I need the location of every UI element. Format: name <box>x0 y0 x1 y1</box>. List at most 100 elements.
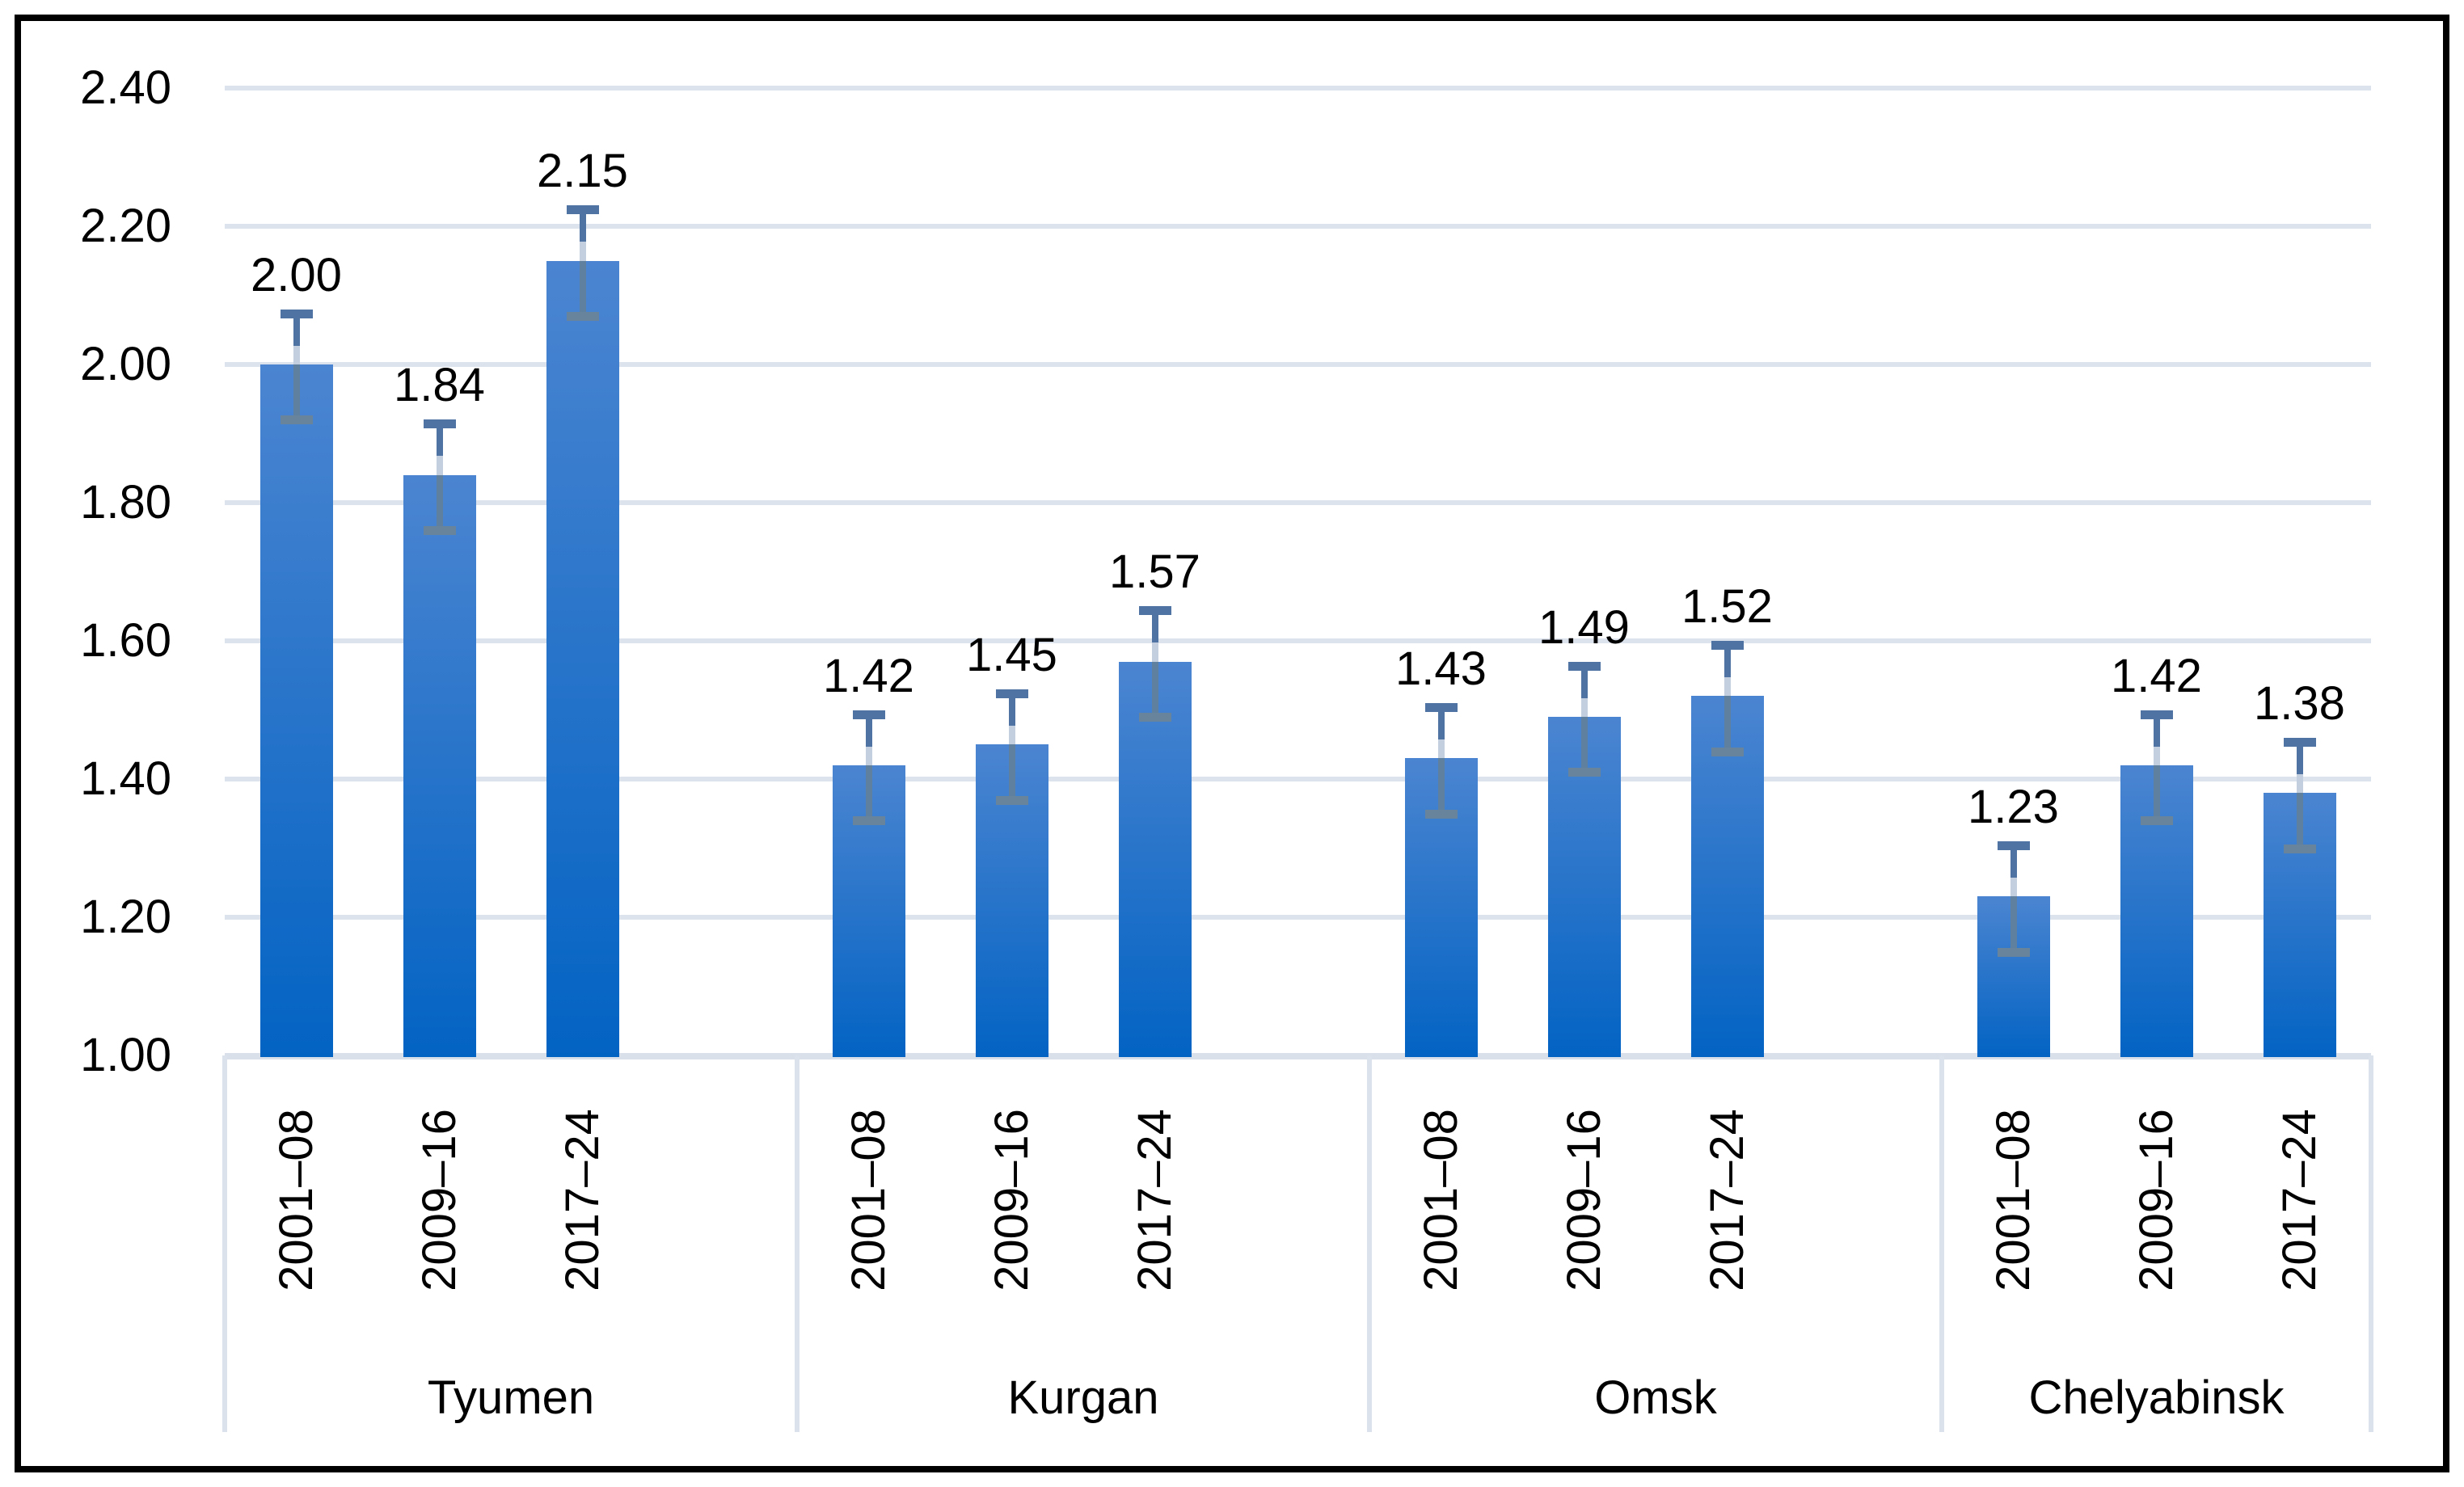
error-bar-stem <box>1724 677 1731 697</box>
bar-value-label: 1.42 <box>823 649 914 702</box>
error-bar-top-cap <box>852 710 885 719</box>
x-axis-line <box>225 1053 2371 1059</box>
error-bar-bottom-cap <box>2140 816 2173 826</box>
category-label: 2001–08 <box>269 1109 323 1291</box>
bar-value-label: 1.43 <box>1395 642 1487 695</box>
bar-value-label: 1.45 <box>966 628 1057 681</box>
y-gridline <box>225 86 2371 91</box>
error-bar-top-cap <box>2283 737 2316 747</box>
error-bar-stem <box>436 474 443 531</box>
error-bar-stem <box>1437 711 1445 739</box>
error-bar-bottom-cap <box>423 526 456 536</box>
bar-value-label: 1.52 <box>1681 580 1773 633</box>
group-label: Kurgan <box>1007 1371 1159 1424</box>
bar-value-label: 1.84 <box>394 359 485 412</box>
error-bar-top-cap <box>423 419 456 429</box>
error-bar-stem <box>1580 717 1588 773</box>
bar <box>403 474 476 1057</box>
error-bar-bottom-cap <box>2283 844 2316 853</box>
bar-value-label: 2.00 <box>251 248 342 301</box>
bar-value-label: 1.49 <box>1538 600 1630 654</box>
y-tick-label: 1.00 <box>80 1029 171 1081</box>
error-bar-bottom-cap <box>852 816 885 826</box>
bar-value-label: 1.38 <box>2254 676 2345 730</box>
error-bar-stem <box>436 456 443 475</box>
y-gridline <box>225 362 2371 367</box>
error-bar-stem <box>579 242 586 261</box>
y-gridline <box>225 500 2371 505</box>
y-tick-label: 1.20 <box>80 891 171 943</box>
error-bar-stem <box>2153 746 2160 765</box>
error-bar-stem <box>1580 697 1588 718</box>
error-bar-bottom-cap <box>566 312 599 322</box>
error-bar-stem <box>865 746 872 765</box>
y-gridline <box>225 777 2371 781</box>
error-bar-stem <box>865 765 872 821</box>
error-bar-top-cap <box>1138 606 1171 616</box>
error-bar-stem <box>579 260 586 317</box>
error-bar-bottom-cap <box>1711 747 1744 756</box>
y-tick-label: 2.20 <box>80 200 171 252</box>
error-bar-stem <box>1437 758 1445 814</box>
category-label: 2009–16 <box>1557 1109 1610 1291</box>
bar-value-label: 1.23 <box>1968 780 2059 833</box>
error-bar-stem <box>2153 718 2160 747</box>
category-label: 2001–08 <box>842 1109 895 1291</box>
bar <box>1118 661 1192 1057</box>
error-bar-bottom-cap <box>1567 768 1601 777</box>
y-tick-label: 2.40 <box>80 61 171 114</box>
category-group-divider <box>795 1055 800 1432</box>
error-bar-stem <box>2296 773 2303 794</box>
category-label: 2001–08 <box>1986 1109 2040 1291</box>
error-bar-top-cap <box>1997 840 2030 850</box>
error-bar-top-cap <box>280 309 313 318</box>
error-bar-stem <box>1151 642 1158 662</box>
error-bar-top-cap <box>1424 702 1458 712</box>
error-bar-bottom-cap <box>280 415 313 425</box>
error-bar-stem <box>2296 793 2303 849</box>
category-label: 2017–24 <box>2272 1109 2326 1291</box>
category-group-divider <box>1939 1055 1944 1432</box>
group-label: Chelyabinsk <box>2028 1371 2285 1424</box>
category-label: 2017–24 <box>1700 1109 1753 1291</box>
bar-value-label: 2.15 <box>537 145 628 198</box>
group-label: Tyumen <box>427 1371 595 1424</box>
error-bar-stem <box>1008 744 1015 800</box>
error-bar-top-cap <box>1567 661 1601 671</box>
category-label: 2009–16 <box>2129 1109 2183 1291</box>
error-bar-stem <box>2010 877 2017 897</box>
error-bar-top-cap <box>2140 710 2173 719</box>
error-bar-stem <box>293 364 300 420</box>
y-gridline <box>225 915 2371 920</box>
error-bar-stem <box>1724 650 1731 677</box>
error-bar-stem <box>2010 849 2017 878</box>
bar <box>259 364 333 1057</box>
group-label: Omsk <box>1594 1371 1717 1424</box>
category-group-divider <box>2369 1055 2373 1432</box>
bar <box>1690 696 1764 1057</box>
category-label: 2001–08 <box>1414 1109 1467 1291</box>
y-tick-label: 1.40 <box>80 752 171 805</box>
y-gridline <box>225 224 2371 229</box>
y-gridline <box>225 638 2371 643</box>
error-bar-stem <box>1008 725 1015 745</box>
y-tick-label: 1.60 <box>80 614 171 667</box>
error-bar-stem <box>436 428 443 457</box>
error-bar-top-cap <box>995 689 1028 698</box>
category-group-divider <box>1367 1055 1372 1432</box>
error-bar-stem <box>293 345 300 364</box>
chart-frame: 2.40 2.20 2.00 1.80 1.60 1.40 1.20 1.00 2.00 2001… <box>15 15 2449 1472</box>
y-tick-label: 1.80 <box>80 476 171 529</box>
error-bar-stem <box>579 214 586 242</box>
bar-value-label: 1.57 <box>1109 546 1200 599</box>
error-bar-stem <box>1151 661 1158 718</box>
error-bar-top-cap <box>566 205 599 215</box>
error-bar-stem <box>865 718 872 747</box>
error-bar-stem <box>1151 615 1158 643</box>
error-bar-stem <box>1437 739 1445 759</box>
error-bar-stem <box>1008 697 1015 726</box>
error-bar-bottom-cap <box>1424 809 1458 819</box>
error-bar-bottom-cap <box>1997 947 2030 957</box>
category-label: 2017–24 <box>1128 1109 1181 1291</box>
